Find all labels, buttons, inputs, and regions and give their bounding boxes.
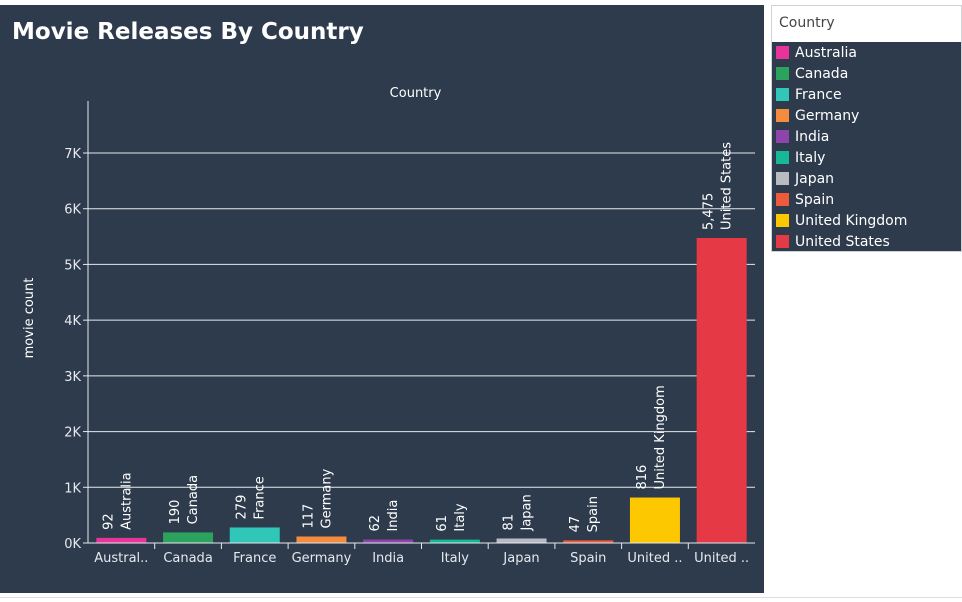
legend-swatch <box>776 151 789 164</box>
bar-7 <box>563 540 614 543</box>
data-label-5: 61 Italy <box>435 503 468 532</box>
y-tick-label: 0K <box>64 537 81 552</box>
data-label-category: Australia <box>119 472 134 530</box>
x-tick-label-6: Japan <box>502 551 539 566</box>
data-label-category: Canada <box>186 475 201 524</box>
legend-swatch <box>776 235 789 248</box>
data-label-category: United Kingdom <box>653 385 668 489</box>
bar-9 <box>696 237 747 543</box>
data-label-value: 81 <box>502 514 517 531</box>
chart-panel: Movie Releases By Country Country 0K 1K 2K 3… <box>0 5 764 593</box>
x-tick-label-4: India <box>372 551 404 566</box>
x-tick-label-9: United .. <box>694 551 749 566</box>
data-label-value: 61 <box>435 515 450 532</box>
data-label-value: 5,475 <box>702 193 717 230</box>
bar-4 <box>363 539 414 543</box>
legend-label: Japan <box>795 170 835 187</box>
legend-swatch <box>776 88 789 101</box>
legend-item[interactable]: France <box>772 84 961 105</box>
y-tick-label: 3K <box>64 370 81 385</box>
bar-8 <box>629 497 680 543</box>
legend-item[interactable]: Spain <box>772 189 961 210</box>
legend-item[interactable]: Germany <box>772 105 961 126</box>
legend-item[interactable]: United States <box>772 231 961 252</box>
legend-title: Country <box>772 6 961 42</box>
x-tick-label-5: Italy <box>441 551 470 566</box>
y-tick-label: 6K <box>64 203 81 218</box>
legend-item[interactable]: Australia <box>772 42 961 63</box>
bar-6 <box>496 538 547 543</box>
column-header: Country <box>390 86 442 101</box>
data-label-category: Italy <box>453 503 468 532</box>
legend-swatch <box>776 46 789 59</box>
x-tick-label-0: Austral.. <box>94 551 148 566</box>
y-tick-label: 4K <box>64 314 81 329</box>
legend-label: Italy <box>795 149 826 166</box>
y-tick-label: 2K <box>64 426 81 441</box>
data-label-1: 190 Canada <box>168 475 201 524</box>
legend-label: India <box>795 128 830 145</box>
x-tick-label-3: Germany <box>292 551 352 566</box>
y-axis-label: movie count <box>22 278 37 359</box>
data-label-value: 279 <box>235 495 250 520</box>
legend-label: Australia <box>795 44 857 61</box>
chart-title: Movie Releases By Country <box>12 19 364 45</box>
bar-0 <box>96 537 147 543</box>
data-label-category: Japan <box>520 494 535 531</box>
data-label-category: France <box>253 476 268 519</box>
legend-label: France <box>795 86 842 103</box>
legend-swatch <box>776 130 789 143</box>
data-label-0: 92 Australia <box>101 472 134 530</box>
bar-3 <box>296 536 347 543</box>
footer-divider <box>0 597 962 598</box>
data-label-category: Spain <box>586 496 601 532</box>
legend-swatch <box>776 214 789 227</box>
legend-label: United States <box>795 233 890 250</box>
legend-swatch <box>776 67 789 80</box>
data-label-value: 816 <box>635 465 650 490</box>
data-label-category: United States <box>720 142 735 230</box>
data-label-category: India <box>386 500 401 532</box>
legend-label: Spain <box>795 191 835 208</box>
data-label-2: 279 France <box>235 476 268 519</box>
data-label-value: 62 <box>368 515 383 532</box>
bar-1 <box>163 532 214 543</box>
x-tick-label-7: Spain <box>570 551 606 566</box>
legend-label: United Kingdom <box>795 212 908 229</box>
data-label-9: 5,475 United States <box>702 142 735 230</box>
data-label-value: 190 <box>168 500 183 525</box>
bar-2 <box>229 527 280 543</box>
x-tick-label-1: Canada <box>163 551 212 566</box>
legend-item[interactable]: India <box>772 126 961 147</box>
legend-items: Australia Canada France Germany India Italy Ja… <box>772 42 961 252</box>
bar-5 <box>429 539 480 543</box>
legend: Country Australia Canada France Germany Indi… <box>771 5 962 252</box>
legend-swatch <box>776 109 789 122</box>
legend-label: Germany <box>795 107 860 124</box>
x-tick-label-8: United .. <box>627 551 682 566</box>
y-tick-label: 5K <box>64 258 81 273</box>
legend-swatch <box>776 172 789 185</box>
legend-item[interactable]: Italy <box>772 147 961 168</box>
data-label-value: 117 <box>301 504 316 529</box>
x-tick-label-2: France <box>233 551 276 566</box>
legend-item[interactable]: Canada <box>772 63 961 84</box>
y-tick-label: 1K <box>64 481 81 496</box>
data-label-category: Germany <box>319 468 334 528</box>
legend-label: Canada <box>795 65 849 82</box>
legend-swatch <box>776 193 789 206</box>
data-label-6: 81 Japan <box>502 494 535 531</box>
y-tick-label: 7K <box>64 147 81 162</box>
data-label-value: 47 <box>568 516 583 533</box>
data-label-4: 62 India <box>368 500 401 532</box>
legend-item[interactable]: Japan <box>772 168 961 189</box>
data-label-8: 816 United Kingdom <box>635 385 668 489</box>
data-label-7: 47 Spain <box>568 496 601 532</box>
data-label-3: 117 Germany <box>301 468 334 528</box>
legend-item[interactable]: United Kingdom <box>772 210 961 231</box>
data-label-value: 92 <box>101 513 116 530</box>
